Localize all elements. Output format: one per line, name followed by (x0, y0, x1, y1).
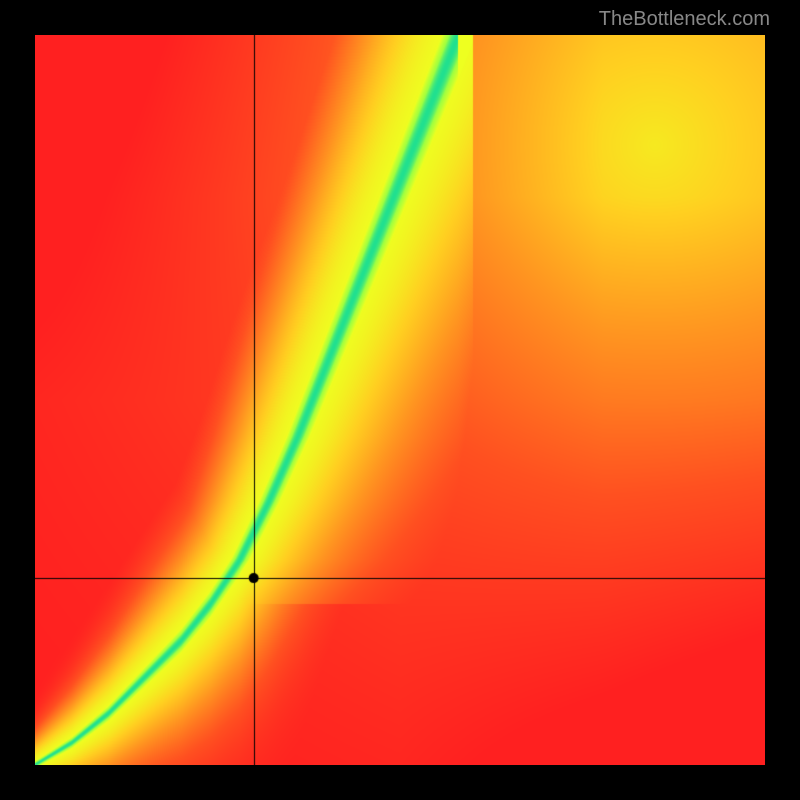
heatmap-canvas (35, 35, 765, 765)
heatmap-chart (35, 35, 765, 765)
watermark-text: TheBottleneck.com (599, 8, 770, 31)
